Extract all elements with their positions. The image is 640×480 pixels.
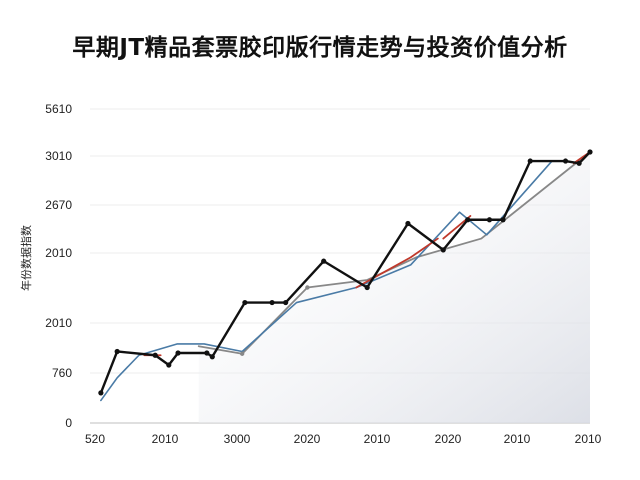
data-point: [239, 351, 245, 356]
series-line-3: [355, 237, 439, 289]
x-tick-label: 2010: [504, 432, 531, 446]
x-tick-label: 2010: [364, 432, 391, 446]
data-point: [576, 160, 582, 166]
y-tick-labels: 0 760 2010 2010 2670 3010 5610: [45, 102, 72, 430]
x-tick-label: 2020: [435, 432, 462, 446]
data-point: [114, 348, 120, 355]
x-tick-label: 3000: [224, 432, 251, 446]
series-line-1: [100, 160, 553, 402]
data-point: [209, 354, 215, 360]
data-point: [283, 299, 289, 306]
data-point: [321, 258, 327, 264]
y-tick-label: 2010: [45, 246, 72, 260]
chart-title: 早期JT精品套票胶印版行情走势与投资价值分析: [72, 35, 568, 61]
data-point: [527, 158, 533, 164]
data-point: [440, 247, 446, 253]
data-point: [562, 158, 569, 164]
y-tick-label: 0: [65, 416, 72, 430]
x-tick-label: 520: [85, 432, 105, 446]
data-point: [486, 217, 493, 223]
data-point: [152, 352, 158, 358]
y-tick-label: 2670: [45, 198, 72, 212]
x-tick-label: 2010: [152, 432, 179, 446]
data-point: [465, 217, 471, 223]
data-point: [242, 299, 248, 306]
x-tick-label: 2010: [575, 432, 602, 446]
area-fill: [198, 152, 590, 423]
y-tick-label: 2010: [45, 316, 72, 330]
y-tick-label: 760: [52, 366, 72, 380]
y-axis-label: 年份数据指数: [19, 225, 33, 291]
data-point: [500, 217, 506, 223]
y-tick-label: 3010: [45, 149, 72, 163]
y-tick-label: 5610: [45, 102, 72, 116]
data-point: [364, 284, 370, 291]
data-point: [175, 350, 181, 356]
data-point: [269, 299, 275, 306]
data-point: [405, 220, 411, 227]
data-point: [305, 285, 310, 290]
data-point: [204, 350, 210, 356]
series-points: [98, 149, 593, 396]
data-point: [166, 362, 172, 368]
data-point: [587, 149, 593, 155]
data-point: [98, 390, 104, 396]
area-shape: [198, 152, 590, 423]
x-tick-labels: 520 2010 3000 2020 2010 2020 2010 2010: [85, 432, 602, 446]
x-tick-label: 2020: [294, 432, 321, 446]
